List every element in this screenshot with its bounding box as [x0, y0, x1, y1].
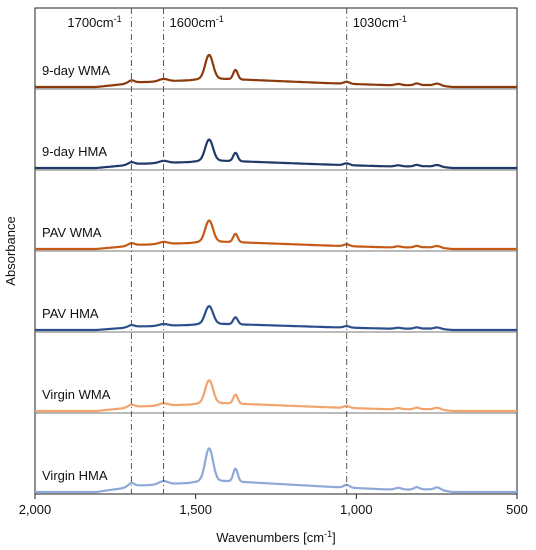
series-label: PAV WMA — [42, 225, 102, 240]
series-line — [34, 305, 518, 332]
label-group: 9-day WMA 9-day HMA PAV WMA PAV HMA Virgin W… — [3, 14, 528, 545]
x-axis-title: Wavenumbers [cm-1] — [216, 529, 336, 545]
x-tick-label: 500 — [506, 502, 528, 517]
series-label: Virgin WMA — [42, 387, 111, 402]
series-group — [34, 53, 518, 494]
reference-line-label: 1700cm-1 — [67, 14, 121, 30]
series-line — [34, 447, 518, 494]
series-line — [34, 53, 518, 89]
series-label: 9-day HMA — [42, 144, 107, 159]
reference-line-label: 1600cm-1 — [170, 14, 224, 30]
x-tick-label: 1,000 — [340, 502, 373, 517]
x-tick-label: 1,500 — [179, 502, 212, 517]
series-line — [34, 379, 518, 413]
reference-lines — [130, 8, 348, 494]
y-axis-title: Absorbance — [3, 216, 18, 285]
plot-frame — [34, 7, 518, 499]
series-label: 9-day WMA — [42, 63, 110, 78]
series-line — [34, 219, 518, 251]
series-line — [34, 138, 518, 170]
reference-line-label: 1030cm-1 — [353, 14, 407, 30]
series-label: Virgin HMA — [42, 468, 108, 483]
x-tick-label: 2,000 — [19, 502, 52, 517]
series-label: PAV HMA — [42, 306, 99, 321]
